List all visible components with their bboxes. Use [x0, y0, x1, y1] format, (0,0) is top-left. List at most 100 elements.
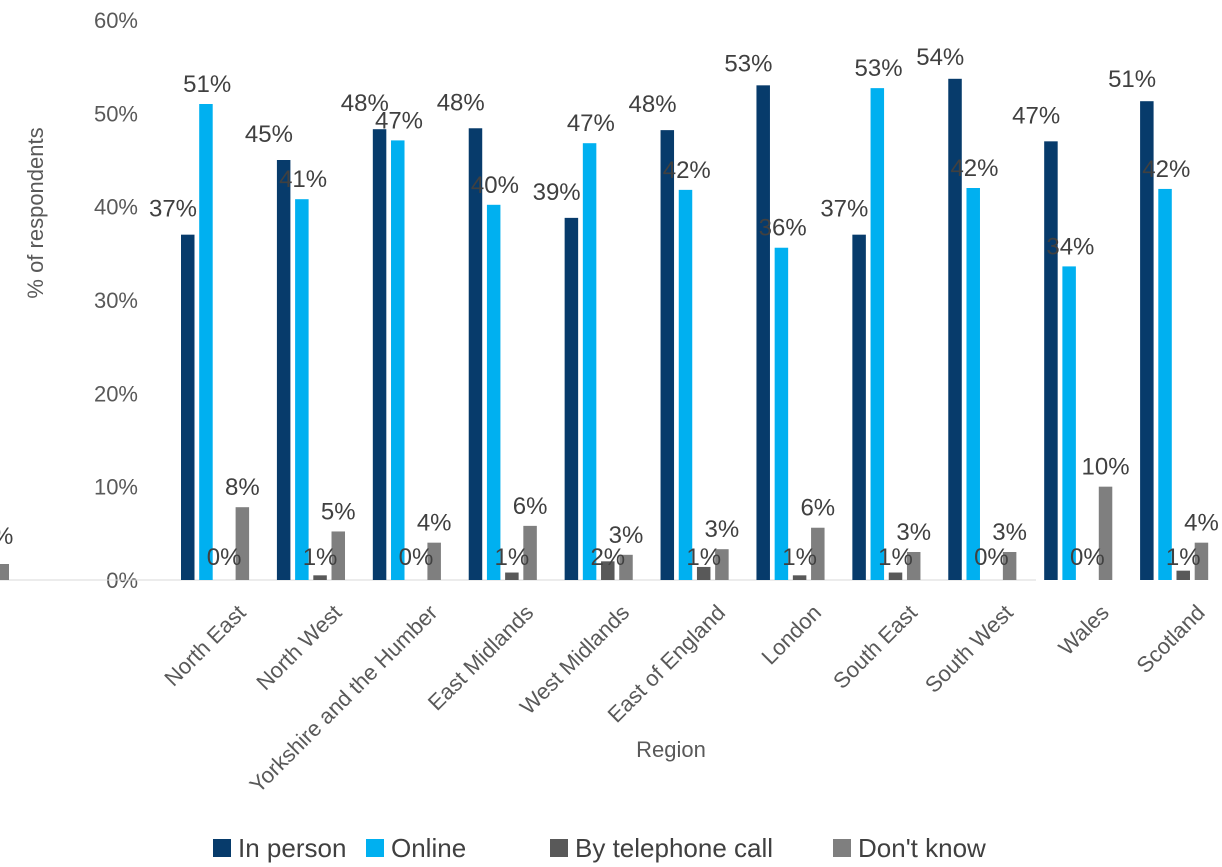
bar [391, 140, 405, 580]
data-label: 48% [629, 91, 677, 118]
bar [715, 549, 729, 580]
legend-label: By telephone call [575, 833, 773, 863]
bar [295, 199, 309, 580]
bar [505, 572, 519, 580]
bar [468, 128, 483, 580]
category-label: North West [251, 600, 346, 695]
data-label: 1% [1166, 544, 1201, 571]
bar [774, 247, 789, 580]
data-label: 41% [279, 166, 327, 193]
bar [1098, 486, 1113, 580]
bar [199, 104, 213, 580]
bar [372, 129, 387, 580]
data-label: 1% [495, 544, 530, 571]
bar [601, 561, 615, 580]
data-label: 2% [590, 544, 625, 571]
bar [756, 85, 770, 580]
data-label: 47% [375, 107, 423, 134]
partial-left-bar [0, 564, 9, 580]
data-label: 45% [245, 121, 293, 148]
data-label: 4% [1184, 510, 1219, 537]
data-label: 8% [225, 474, 260, 501]
data-labels: 37%51%0%8%45%41%1%5%48%47%0%4%48%40%1%6%… [149, 44, 1219, 571]
legend-label: Online [391, 833, 466, 863]
bar [678, 189, 693, 580]
bar [1062, 266, 1076, 580]
data-label: 48% [437, 89, 485, 116]
bar [1002, 552, 1017, 580]
data-label: 1% [686, 544, 721, 571]
bar [564, 217, 579, 580]
bar [811, 527, 825, 580]
bar [1176, 570, 1190, 580]
data-label: 5% [321, 498, 356, 525]
data-label: 42% [950, 155, 998, 182]
data-label: 1% [878, 544, 913, 571]
legend-swatch [366, 839, 384, 857]
y-tick-label: 50% [94, 101, 138, 126]
data-label: 53% [855, 55, 903, 82]
data-label: 42% [663, 157, 711, 184]
y-tick-label: 60% [94, 8, 138, 33]
category-label: London [756, 600, 826, 670]
bar [276, 160, 291, 580]
data-label: 1% [782, 544, 817, 571]
data-label: 42% [1142, 156, 1190, 183]
data-label: 36% [759, 215, 807, 242]
legend: In person Online By telephone call Don't kn… [213, 833, 986, 863]
data-label: 37% [149, 196, 197, 223]
bars [181, 78, 1209, 581]
bar [906, 552, 921, 580]
category-label: Scotland [1131, 600, 1209, 678]
category-label: Wales [1053, 600, 1113, 660]
bar [427, 542, 441, 580]
y-axis-ticks: 0%10%20%30%40%50%60% [94, 8, 138, 593]
bar [660, 130, 675, 580]
data-label: 39% [533, 179, 581, 206]
data-label: 0% [974, 544, 1009, 571]
category-label: North East [159, 600, 250, 691]
data-label: 3% [992, 519, 1027, 546]
legend-swatch [550, 839, 568, 857]
data-label: 37% [820, 196, 868, 223]
data-label: 1% [303, 544, 338, 571]
bar [966, 188, 980, 580]
data-label: 6% [800, 495, 835, 522]
bar [486, 204, 501, 581]
x-axis-title: Region [636, 737, 706, 762]
bar [619, 554, 633, 580]
partial-left-label: % [0, 523, 13, 550]
data-label: 53% [724, 50, 772, 77]
bar [1044, 141, 1058, 581]
data-label: 6% [513, 493, 548, 520]
data-label: 54% [916, 44, 964, 71]
bar [852, 234, 866, 580]
legend-swatch [833, 839, 851, 857]
bar [870, 88, 885, 580]
y-tick-label: 10% [94, 475, 138, 500]
bar [331, 531, 346, 580]
data-label: 0% [1070, 544, 1105, 571]
category-label: Yorkshire and the Humber [245, 600, 443, 798]
data-label: 51% [1108, 66, 1156, 93]
bar [948, 78, 962, 581]
bar [523, 525, 537, 580]
bar [888, 572, 903, 580]
bar [1158, 188, 1172, 580]
bar [235, 507, 250, 580]
category-label: South West [920, 600, 1018, 698]
legend-label: In person [238, 833, 346, 863]
y-tick-label: 20% [94, 381, 138, 406]
legend-label: Don't know [858, 833, 986, 863]
category-label: South East [828, 600, 922, 694]
data-label: 47% [567, 110, 615, 137]
bar [792, 575, 807, 580]
legend-swatch [213, 839, 231, 857]
data-label: 3% [609, 522, 644, 549]
data-label: 4% [417, 510, 452, 537]
bar [696, 566, 711, 580]
data-label: 3% [705, 516, 740, 543]
y-tick-label: 40% [94, 195, 138, 220]
